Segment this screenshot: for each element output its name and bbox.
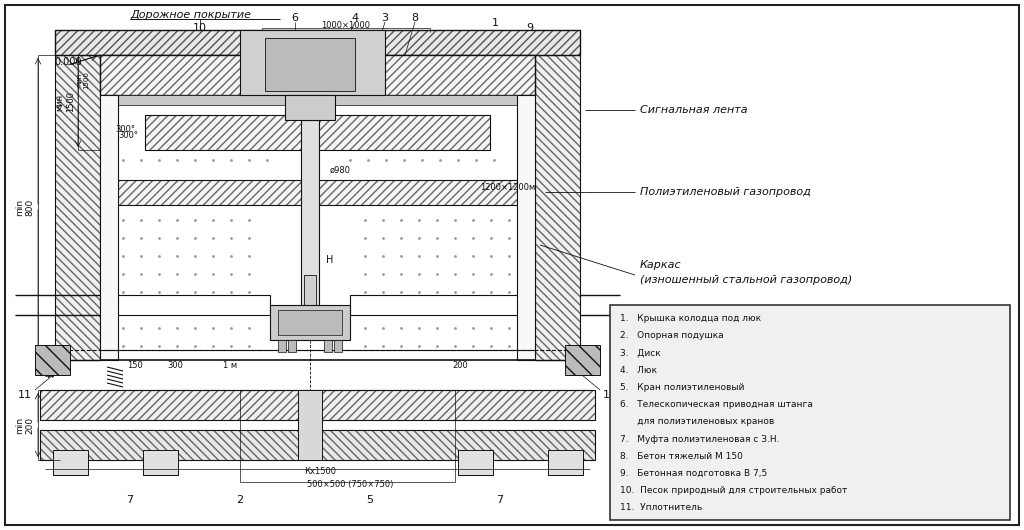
Bar xyxy=(40,390,595,420)
Text: 10: 10 xyxy=(193,23,207,33)
Text: 1200×1200м: 1200×1200м xyxy=(480,183,536,192)
Text: 150: 150 xyxy=(127,360,143,369)
Text: Полиэтиленовый газопровод: Полиэтиленовый газопровод xyxy=(640,187,811,197)
Text: 11.  Уплотнитель: 11. Уплотнитель xyxy=(620,504,702,513)
Bar xyxy=(100,55,535,95)
Bar xyxy=(115,180,520,205)
Text: 8: 8 xyxy=(412,13,419,23)
Bar xyxy=(517,95,535,360)
Bar xyxy=(145,115,490,150)
Text: (изношенный стальной газопровод): (изношенный стальной газопровод) xyxy=(640,275,852,285)
Text: 0.000: 0.000 xyxy=(54,57,82,67)
Bar xyxy=(610,305,1010,520)
Bar xyxy=(288,340,296,352)
Bar xyxy=(324,340,332,352)
Text: 1.   Крышка колодца под люк: 1. Крышка колодца под люк xyxy=(620,314,761,323)
Bar xyxy=(301,120,319,305)
Text: 10.  Песок природный для строительных работ: 10. Песок природный для строительных раб… xyxy=(620,486,848,495)
Text: 3: 3 xyxy=(382,13,388,23)
Text: Каркас: Каркас xyxy=(640,260,682,270)
Text: мин
1500: мин 1500 xyxy=(77,71,89,89)
Text: H: H xyxy=(327,255,334,265)
Text: 11: 11 xyxy=(603,390,617,400)
Text: мин
1500: мин 1500 xyxy=(55,92,75,112)
Text: Сигнальная лента: Сигнальная лента xyxy=(640,105,748,115)
Bar xyxy=(55,55,100,360)
Text: ø550: ø550 xyxy=(330,32,350,41)
Text: ø980: ø980 xyxy=(330,165,350,174)
Bar xyxy=(100,95,535,105)
Text: min
800: min 800 xyxy=(15,198,35,216)
Text: 9: 9 xyxy=(526,23,534,33)
Text: 9.   Бетонная подготовка В 7,5: 9. Бетонная подготовка В 7,5 xyxy=(620,469,767,478)
Bar xyxy=(298,390,322,460)
Bar xyxy=(565,345,600,375)
Bar xyxy=(115,180,520,205)
Text: min
200: min 200 xyxy=(15,417,35,434)
Text: 6: 6 xyxy=(292,13,299,23)
Bar xyxy=(270,305,350,340)
Text: 300°: 300° xyxy=(118,130,138,139)
Text: 6.   Телескопическая приводная штанга: 6. Телескопическая приводная штанга xyxy=(620,400,813,409)
Bar xyxy=(35,345,70,375)
Text: 3.   Диск: 3. Диск xyxy=(620,349,660,358)
Text: 4.   Люк: 4. Люк xyxy=(620,366,657,375)
Bar xyxy=(535,55,580,360)
Bar xyxy=(100,55,535,95)
Text: 7.   Муфта полиэтиленовая с З.Н.: 7. Муфта полиэтиленовая с З.Н. xyxy=(620,435,779,444)
Text: 1 м: 1 м xyxy=(223,360,238,369)
Bar xyxy=(334,340,342,352)
Text: 11: 11 xyxy=(18,390,32,400)
Bar xyxy=(350,295,520,315)
Bar xyxy=(53,450,88,475)
Text: 2: 2 xyxy=(237,495,244,505)
Bar xyxy=(548,450,583,475)
Text: 500×500 (750×750): 500×500 (750×750) xyxy=(307,481,393,490)
Bar xyxy=(285,95,335,120)
Text: 7: 7 xyxy=(497,495,504,505)
Bar xyxy=(40,430,595,460)
Bar xyxy=(55,30,580,55)
Bar xyxy=(304,275,316,305)
Bar xyxy=(458,450,493,475)
Text: 300°: 300° xyxy=(115,126,135,135)
Text: 1: 1 xyxy=(492,18,499,28)
Bar xyxy=(143,450,178,475)
Text: 8.   Бетон тяжелый М 150: 8. Бетон тяжелый М 150 xyxy=(620,452,742,461)
Bar xyxy=(55,30,580,55)
Text: Кх1500: Кх1500 xyxy=(304,467,336,476)
Text: 5.   Кран полиэтиленовый: 5. Кран полиэтиленовый xyxy=(620,383,744,392)
Bar xyxy=(278,310,342,335)
Text: Дорожное покрытие: Дорожное покрытие xyxy=(130,10,251,20)
Text: 200: 200 xyxy=(453,360,468,369)
Text: 2.   Опорная подушка: 2. Опорная подушка xyxy=(620,331,724,340)
Bar xyxy=(535,55,580,360)
Bar xyxy=(115,295,270,315)
Bar xyxy=(278,340,286,352)
Text: 1000×1000: 1000×1000 xyxy=(322,21,371,30)
Text: 300: 300 xyxy=(167,360,183,369)
Bar xyxy=(100,95,118,360)
Text: 44: 44 xyxy=(45,370,55,379)
Bar xyxy=(40,430,595,460)
Text: 5: 5 xyxy=(367,495,374,505)
Text: 4: 4 xyxy=(351,13,358,23)
Bar xyxy=(145,115,490,150)
Bar xyxy=(240,30,385,95)
Bar xyxy=(55,55,100,360)
Bar xyxy=(40,390,595,420)
Text: 7: 7 xyxy=(126,495,133,505)
Text: для полиэтиленовых кранов: для полиэтиленовых кранов xyxy=(620,418,774,427)
Bar xyxy=(265,38,355,91)
